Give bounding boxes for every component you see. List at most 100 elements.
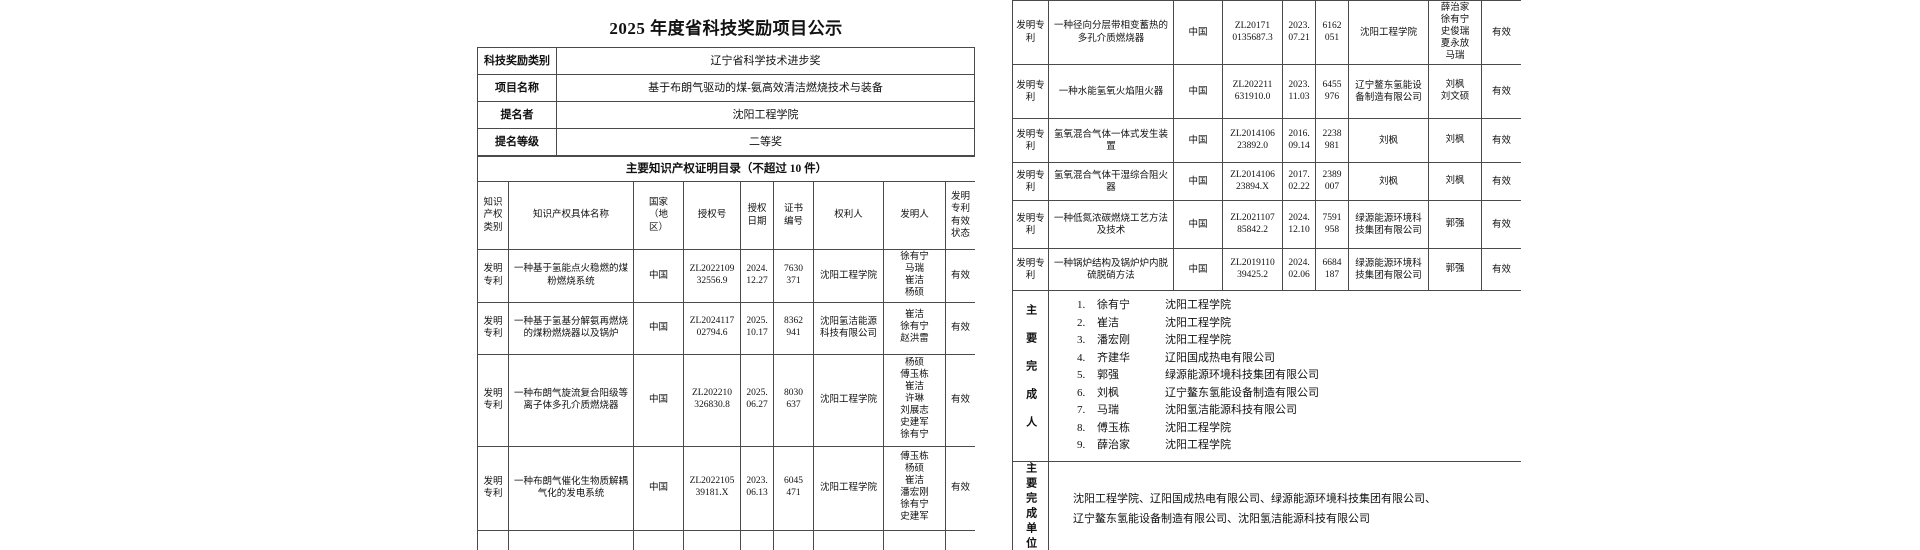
- patent-inventors-cell: 薛治家 徐有宁 史俊瑞 夏永放 马瑞: [1428, 0, 1482, 66]
- patent-type-cell: 发明专利: [1012, 64, 1049, 120]
- patent-certno-cell: 6162 051: [1315, 0, 1349, 66]
- completer-org: 沈阳工程学院: [1165, 421, 1231, 434]
- patent-date-cell: 2024. 02.06: [1282, 248, 1316, 292]
- patent-status-cell: 有效: [944, 249, 975, 303]
- completer-org: 沈阳工程学院: [1165, 334, 1231, 347]
- completer-item: 9. 薛治家 沈阳工程学院: [1077, 437, 1517, 455]
- ip-column-header: 国家 （地 区）: [633, 181, 684, 250]
- patent-date-cell: 2024. 12.10: [1282, 200, 1316, 250]
- patent-status-cell: 有效: [944, 445, 975, 531]
- ip-column-header: 发明 专利 有效 状态: [944, 181, 975, 250]
- patent-name-cell: 一种布朗气催化生物质解耦气化的发电系统: [508, 445, 634, 531]
- patent-inventors-cell: 刘枫: [1428, 118, 1482, 164]
- ip-column-header: 发明人: [883, 181, 946, 250]
- main-completers-list: 1. 徐有宁 沈阳工程学院 2. 崔洁 沈阳工程学院 3. 潘宏刚 沈阳工程学院 4. 齐建华 辽阳国…: [1048, 290, 1521, 462]
- patent-certno-cell: 2389 007: [1315, 162, 1349, 202]
- patent-country-cell: 中国: [633, 445, 684, 531]
- completer-name: 崔洁: [1097, 316, 1119, 329]
- completer-org: 绿源能源环境科技集团有限公司: [1165, 369, 1319, 382]
- patent-owner-cell: 沈阳工程学院: [1348, 0, 1429, 66]
- patent-type-cell: 发明专利: [1012, 118, 1049, 164]
- info-value: 辽宁省科学技术进步奖: [556, 47, 975, 75]
- completer-item: 5. 郭强 绿源能源环境科技集团有限公司: [1077, 367, 1517, 385]
- info-row: 项目名称 基于布朗气驱动的煤-氨高效清洁燃烧技术与装备: [477, 74, 975, 102]
- doc-title: 2025 年度省科技奖励项目公示: [609, 19, 843, 38]
- patent-date-cell: 2016. 09.14: [1282, 118, 1316, 164]
- units-text-line: 沈阳工程学院、辽阳国成热电有限公司、绿源能源环境科技集团有限公司、: [1073, 493, 1436, 506]
- patent-row: 发明专利 一种锅炉结构及锅炉炉内脱硫脱硝方法 中国 ZL2019110 39425.2 2…: [1012, 248, 1521, 292]
- patent-owner-cell: 刘枫: [1348, 118, 1429, 164]
- patent-type-cell: 发明专利: [1012, 0, 1049, 66]
- patent-authno-cell: ZL2019110 39425.2: [1222, 248, 1283, 292]
- patent-authno-cell: ZL2024117 02794.6: [683, 301, 741, 355]
- project-info-table: 科技奖励类别 辽宁省科学技术进步奖 项目名称 基于布朗气驱动的煤-氨高效清洁燃烧技术与…: [477, 47, 975, 156]
- completer-name: 傅玉栋: [1097, 421, 1130, 434]
- patent-type-cell: 发明专利: [1012, 162, 1049, 202]
- patent-owner-cell: 辽宁鳌东氢能设备制造有限公司: [1348, 64, 1429, 120]
- patent-inventors-cell: 傅玉栋 杨硕 崔洁 潘宏刚 徐有宁 史建军: [883, 445, 946, 531]
- patent-owner-cell: 沈阳工程学院: [813, 249, 884, 303]
- patent-inventors-cell: 刘枫: [1428, 162, 1482, 202]
- completer-item: 6. 刘枫 辽宁鳌东氢能设备制造有限公司: [1077, 385, 1517, 403]
- patent-authno-cell: ZL202210 326830.8: [683, 353, 741, 447]
- patent-date-cell: 2025. 06.27: [740, 353, 774, 447]
- patent-status-cell: 有效: [1481, 248, 1521, 292]
- patent-date-cell: 2017. 02.22: [1282, 162, 1316, 202]
- patent-name-cell: 一种基于氢能点火稳燃的煤粉燃烧系统: [508, 249, 634, 303]
- completer-org: 辽宁鳌东氢能设备制造有限公司: [1165, 386, 1319, 399]
- completer-name: 潘宏刚: [1097, 334, 1130, 347]
- patent-status-cell: 有效: [1481, 64, 1521, 120]
- main-completers-label: 主要完成人: [1012, 290, 1049, 462]
- patent-date-cell: 2023. 07.21: [1282, 0, 1316, 66]
- patent-inventors-cell: 郭强: [1428, 248, 1482, 292]
- ip-column-header: 知识 产权 类别: [477, 181, 509, 250]
- patent-owner-cell: 沈阳工程学院: [813, 353, 884, 447]
- completer-name: 徐有宁: [1097, 299, 1130, 312]
- patent-name-cell: 一种基于氢基分解氨再燃烧的煤粉燃烧器以及锅炉: [508, 301, 634, 355]
- main-units-text: 沈阳工程学院、辽阳国成热电有限公司、绿源能源环境科技集团有限公司、 辽宁鳌东氢能设…: [1048, 460, 1521, 550]
- patent-type-cell: 发明专利: [1012, 200, 1049, 250]
- patent-name-cell: 氢氧混合气体一体式发生装置: [1048, 118, 1174, 164]
- info-value: 二等奖: [556, 128, 975, 156]
- completer-item: 1. 徐有宁 沈阳工程学院: [1077, 297, 1517, 315]
- completer-number: 3.: [1077, 334, 1086, 347]
- patent-certno-cell: 6684 187: [1315, 248, 1349, 292]
- completer-number: 9.: [1077, 439, 1086, 452]
- ip-column-header: 授权号: [683, 181, 741, 250]
- ip-table-page1: 主要知识产权证明目录（不超过 10 件） 知识 产权 类别 知识产权具体名称 国家 …: [477, 156, 975, 550]
- patent-row: 发明专利 一种低氮浓碳燃烧工艺方法及技术 中国 ZL2021107 85842.2 202…: [1012, 200, 1521, 250]
- completer-name: 马瑞: [1097, 404, 1119, 417]
- patent-country-cell: 中国: [1173, 0, 1223, 66]
- patent-row: 发明专利 一种径向分层带相变蓄热的多孔介质燃烧器 中国 ZL20171 0135687.…: [1012, 0, 1521, 66]
- main-completers-row: 主要完成人 1. 徐有宁 沈阳工程学院 2. 崔洁 沈阳工程学院 3. 潘宏刚 沈阳工程学院 4. 齐…: [1012, 290, 1521, 462]
- patent-status-cell: 有效: [1481, 118, 1521, 164]
- ip-section-title: 主要知识产权证明目录（不超过 10 件）: [477, 156, 975, 182]
- patent-row: 发明专利 一种基于氢能点火稳燃的煤粉燃烧系统 中国 ZL2022109 32556.9 2…: [477, 249, 975, 303]
- patent-owner-cell: 沈阳氢洁能源科技有限公司: [813, 301, 884, 355]
- completer-item: 7. 马瑞 沈阳氢洁能源科技有限公司: [1077, 402, 1517, 420]
- completer-number: 6.: [1077, 386, 1086, 399]
- completer-item: 4. 齐建华 辽阳国成热电有限公司: [1077, 350, 1517, 368]
- patent-type-cell: 发明专利: [477, 301, 509, 355]
- patent-country-cell: 中国: [1173, 200, 1223, 250]
- completer-item: 3. 潘宏刚 沈阳工程学院: [1077, 332, 1517, 350]
- completer-number: 4.: [1077, 351, 1086, 364]
- patent-row: 发明专利 一种基于氢基分解氨再燃烧的煤粉燃烧器以及锅炉 中国 ZL2024117 027…: [477, 301, 975, 355]
- patent-type-cell: 发明专利: [477, 353, 509, 447]
- ip-column-header: 权利人: [813, 181, 884, 250]
- completer-name: 齐建华: [1097, 351, 1130, 364]
- info-value: 基于布朗气驱动的煤-氨高效清洁燃烧技术与装备: [556, 74, 975, 102]
- patent-owner-cell: 沈阳工程学院: [813, 445, 884, 531]
- completer-item: 8. 傅玉栋 沈阳工程学院: [1077, 420, 1517, 438]
- patent-country-cell: 中国: [633, 249, 684, 303]
- patent-date-cell: 2025. 10.17: [740, 301, 774, 355]
- patent-certno-cell: 6455 976: [1315, 64, 1349, 120]
- patent-name-cell: 一种低氮浓碳燃烧工艺方法及技术: [1048, 200, 1174, 250]
- info-label: 提名等级: [477, 128, 557, 156]
- partial-row: [477, 529, 975, 550]
- info-label: 项目名称: [477, 74, 557, 102]
- ip-column-header: 知识产权具体名称: [508, 181, 634, 250]
- info-label: 科技奖励类别: [477, 47, 557, 75]
- patent-name-cell: 一种布朗气旋流复合阳级等离子体多孔介质燃烧器: [508, 353, 634, 447]
